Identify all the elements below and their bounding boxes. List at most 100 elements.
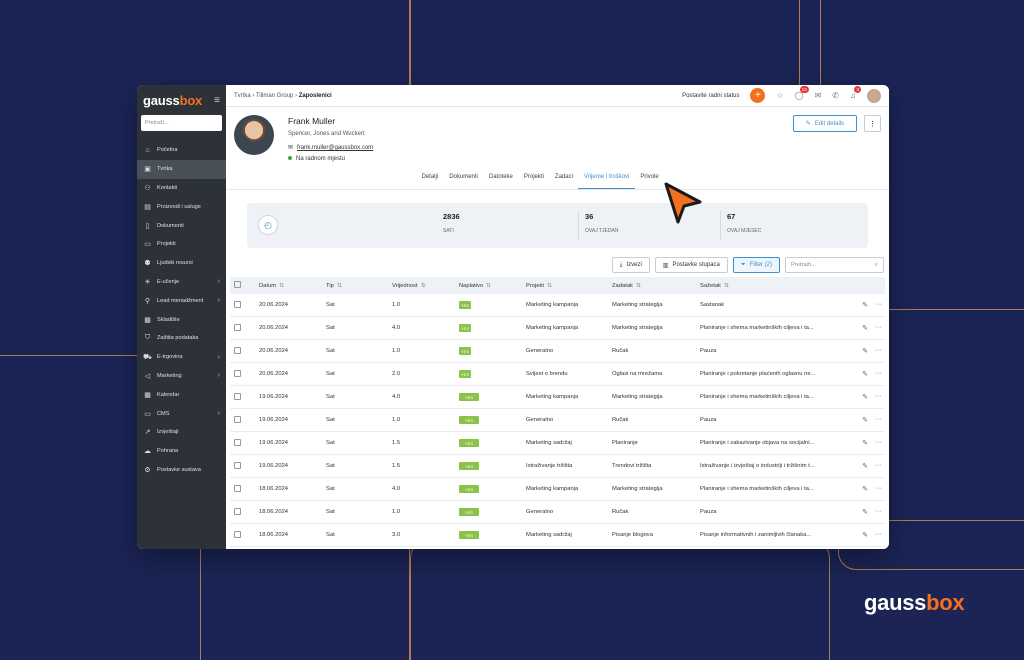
star-icon[interactable]: ☆ [776, 91, 784, 100]
pencil-icon[interactable]: ✎ [862, 371, 868, 378]
table-row[interactable]: 18.06.2024 Sat 3.0 YES Marketing sadržaj Pisa… [230, 524, 885, 547]
sidebar-item[interactable]: ⌂ Početna [137, 141, 226, 160]
pencil-icon[interactable]: ✎ [862, 325, 868, 332]
user-avatar[interactable] [867, 88, 881, 103]
more-horizontal-icon[interactable]: ··· [875, 393, 882, 400]
row-actions: ✎ ··· [854, 347, 882, 355]
sidebar-item[interactable]: ☁ Pohrana [137, 442, 226, 461]
more-horizontal-icon[interactable]: ··· [875, 462, 882, 469]
more-horizontal-icon[interactable]: ··· [875, 301, 882, 308]
table-toolbar: ⤓ Izvezi ▥ Postavke stupaca ⏷ Filter (2) Pr… [611, 257, 884, 273]
more-horizontal-icon[interactable]: ··· [875, 347, 882, 354]
tab-item[interactable]: Detalji [421, 174, 439, 180]
sidebar-logo[interactable]: gaussbox ≡ [137, 85, 226, 115]
table-row[interactable]: 18.06.2024 Sat 1.0 YES Generalno Ručak Pauza ✎ ·… [230, 501, 885, 524]
column-header[interactable]: Projekt ⇅ [526, 283, 612, 289]
work-status-button[interactable]: Postavite radni status [682, 92, 740, 99]
tab-item[interactable]: Datoteke [488, 174, 513, 180]
table-search-input[interactable]: Pretraži... ⌕ [785, 257, 884, 273]
row-checkbox[interactable] [234, 346, 241, 354]
row-checkbox[interactable] [234, 415, 241, 423]
sidebar-item[interactable]: ▭ CMS › [137, 404, 226, 423]
hamburger-menu-icon[interactable]: ≡ [214, 94, 220, 106]
sidebar-item[interactable]: ⚉ Ljudski resursi [137, 254, 226, 273]
sidebar-item[interactable]: ⛟ E-trgovina › [137, 348, 226, 367]
row-checkbox[interactable] [234, 438, 241, 446]
pencil-icon[interactable]: ✎ [862, 532, 868, 539]
more-horizontal-icon[interactable]: ··· [875, 324, 882, 331]
pencil-icon[interactable]: ✎ [862, 463, 868, 470]
sidebar-item[interactable]: ⚲ Lead menadžment › [137, 291, 226, 310]
more-horizontal-icon[interactable]: ··· [875, 508, 882, 515]
sidebar-item[interactable]: ▦ Skladište [137, 310, 226, 329]
filter-button[interactable]: ⏷ Filter (2) [732, 257, 780, 273]
tab-item[interactable]: Dokumenti [449, 174, 478, 180]
breadcrumb-item[interactable]: Tillman Group [255, 92, 294, 99]
profile-email-link[interactable]: ✉ frank.muller@gaussbox.com [288, 145, 374, 151]
table-row[interactable]: 19.06.2024 Sat 1.5 YES Istraživanje tržišta T… [230, 455, 885, 478]
row-checkbox[interactable] [234, 323, 241, 331]
pencil-icon[interactable]: ✎ [862, 394, 868, 401]
row-actions: ✎ ··· [854, 324, 882, 332]
pencil-icon[interactable]: ✎ [862, 509, 868, 516]
pencil-icon[interactable]: ✎ [862, 302, 868, 309]
phone-icon[interactable]: ✆ [832, 91, 839, 100]
sidebar-item[interactable]: ▯ Dokumenti [137, 216, 226, 235]
sidebar-item[interactable]: ↗ Izvještaji [137, 423, 226, 442]
pencil-icon[interactable]: ✎ [862, 486, 868, 493]
sidebar-item[interactable]: ▦ Kalendar [137, 385, 226, 404]
tab-item[interactable]: Zadaci [554, 174, 573, 180]
pencil-icon[interactable]: ✎ [862, 417, 868, 424]
more-horizontal-icon[interactable]: ··· [875, 531, 882, 538]
more-horizontal-icon[interactable]: ··· [875, 370, 882, 377]
column-header[interactable]: Sažetak ⇅ [700, 283, 854, 289]
sidebar-search-input[interactable]: Pretraži... [141, 115, 222, 131]
breadcrumb-item[interactable]: Tvrtka [234, 92, 251, 99]
mail-icon[interactable]: ✉ [814, 91, 822, 100]
row-checkbox[interactable] [234, 392, 241, 400]
pencil-icon[interactable]: ✎ [862, 348, 868, 355]
more-horizontal-icon[interactable]: ··· [875, 416, 882, 423]
sidebar-item[interactable]: ▤ Proizvodi i usluge [137, 197, 226, 216]
pencil-icon[interactable]: ✎ [862, 440, 868, 447]
table-row[interactable]: 19.06.2024 Sat 1.5 YES Marketing sadržaj Plan… [230, 432, 885, 455]
table-row[interactable]: 20.06.2024 Sat 2.0 YES Svijest o brendu Oglas… [230, 363, 885, 386]
table-row[interactable]: 18.06.2024 Sat 4.0 YES Marketing kampanja Mar… [230, 478, 885, 501]
row-checkbox[interactable] [234, 369, 241, 377]
sidebar-item[interactable]: ⚇ Kontakti [137, 179, 226, 198]
row-checkbox[interactable] [234, 484, 241, 492]
sidebar-item[interactable]: ☀ E-učenje › [137, 273, 226, 292]
table-row[interactable]: 19.06.2024 Sat 1.0 YES Generalno Ručak Pauza ✎ ·… [230, 409, 885, 432]
bell-icon[interactable]: ♫ 3 [850, 86, 861, 100]
column-header[interactable]: Naplativo ⇅ [459, 283, 526, 289]
table-row[interactable]: 20.06.2024 Sat 4.0 YES Marketing kampanja Mar… [230, 317, 885, 340]
table-row[interactable]: 20.06.2024 Sat 1.0 YES Generalno Ručak Pauza ✎ ·… [230, 340, 885, 363]
more-options-button[interactable]: ⋮ [864, 115, 881, 132]
export-button[interactable]: ⤓ Izvezi [611, 257, 650, 273]
tab-item[interactable]: Privole [640, 174, 659, 180]
tab-item[interactable]: Projekti [523, 174, 544, 180]
table-row[interactable]: 19.06.2024 Sat 4.0 YES Marketing kampanja Mar… [230, 386, 885, 409]
chat-icon[interactable]: ◯ 13 [794, 86, 809, 100]
column-settings-button[interactable]: ▥ Postavke stupaca [654, 257, 728, 273]
row-checkbox[interactable] [234, 461, 241, 469]
sidebar-item[interactable]: ▣ Tvrtka [137, 159, 226, 179]
row-checkbox[interactable] [234, 507, 241, 515]
more-horizontal-icon[interactable]: ··· [875, 485, 882, 492]
tab-item[interactable]: Vrijeme i troškovi [578, 174, 635, 189]
sidebar-item[interactable]: ▭ Projekti [137, 235, 226, 254]
sidebar-item[interactable]: ⚙ Postavke sustava [137, 461, 226, 480]
column-header[interactable]: Tip ⇅ [326, 283, 392, 289]
column-header[interactable]: Datum ⇅ [259, 283, 326, 289]
table-row[interactable]: 20.06.2024 Sat 1.0 YES Marketing kampanja Mar… [230, 294, 885, 317]
select-all-checkbox[interactable] [234, 281, 241, 288]
edit-details-button[interactable]: ✎ Edit details [793, 115, 857, 132]
row-checkbox[interactable] [234, 530, 241, 538]
add-button[interactable]: + [750, 88, 766, 103]
more-horizontal-icon[interactable]: ··· [875, 439, 882, 446]
column-header[interactable]: Zadatak ⇅ [612, 283, 700, 289]
column-header[interactable]: Vrijednost ⇅ [392, 283, 459, 289]
sidebar-item[interactable]: ⛉ Zaštita podataka [137, 329, 226, 348]
row-checkbox[interactable] [234, 300, 241, 308]
sidebar-item[interactable]: ◁ Marketing › [137, 367, 226, 386]
